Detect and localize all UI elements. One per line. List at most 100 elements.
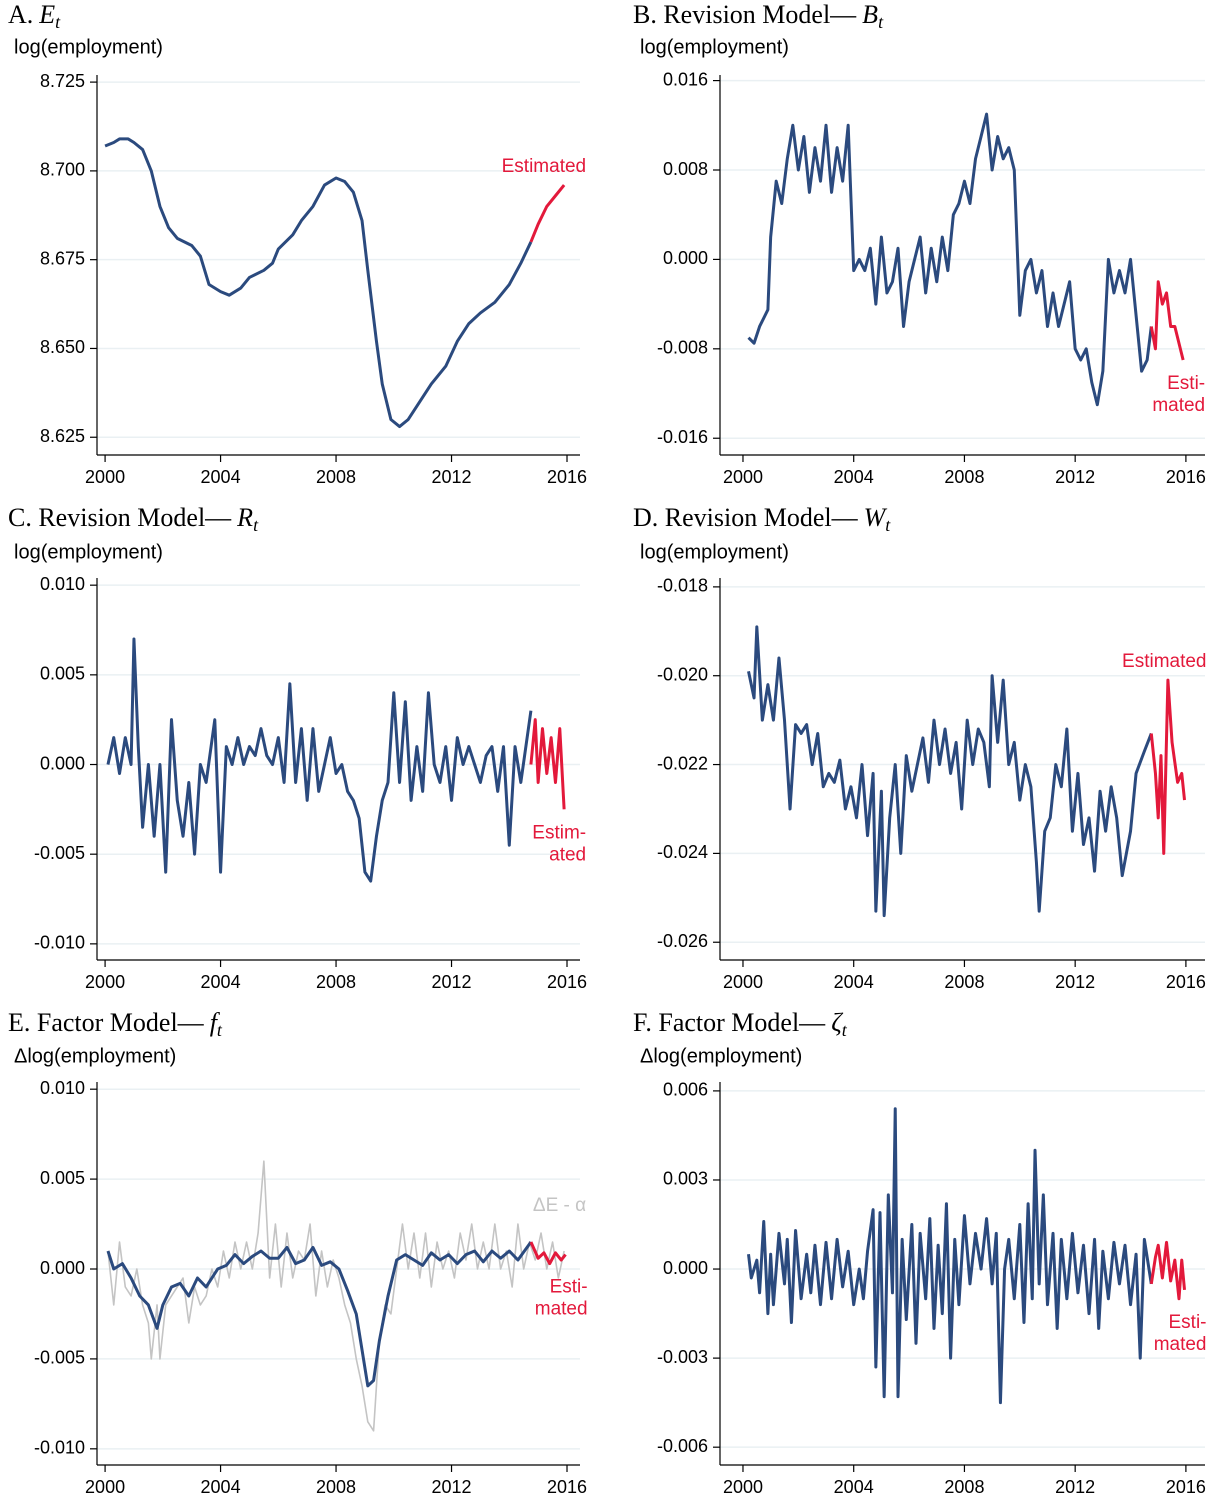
title-text: B. Revision Model—	[633, 0, 857, 29]
y-tick-label: 0.016	[663, 69, 708, 89]
x-tick-label: 2012	[432, 1477, 472, 1497]
series-label: Esti-	[1167, 373, 1205, 394]
y-axis-label: log(employment)	[640, 36, 789, 58]
x-tick-label: 2000	[723, 972, 763, 992]
y-axis-label: log(employment)	[14, 541, 163, 563]
title-symbol: B	[862, 0, 878, 29]
x-tick-label: 2000	[723, 467, 763, 487]
series-line	[529, 718, 566, 810]
series-line	[747, 625, 1153, 918]
series-line	[529, 184, 566, 243]
y-tick-label: 0.003	[663, 1169, 708, 1189]
x-tick-label: 2008	[316, 972, 356, 992]
y-tick-label: 0.008	[663, 159, 708, 179]
y-axis-label: log(employment)	[640, 541, 789, 563]
title-symbol: E	[38, 0, 55, 29]
series-line	[1149, 1240, 1187, 1301]
x-tick-label: 2008	[944, 467, 984, 487]
title-subscript: t	[55, 12, 61, 32]
y-axis-label: Δlog(employment)	[640, 1045, 802, 1067]
title-text: E. Factor Model—	[8, 1008, 205, 1037]
y-tick-label: -0.008	[657, 338, 708, 358]
series-label: Estimated	[502, 156, 586, 177]
title-text: C. Revision Model—	[8, 503, 232, 532]
series-label: Estimated	[1122, 651, 1206, 672]
title-subscript: t	[842, 1020, 848, 1040]
series-label: mated	[535, 1299, 588, 1320]
y-tick-label: -0.010	[34, 933, 85, 953]
panel-title: E. Factor Model— ft	[8, 1008, 223, 1040]
series-line	[747, 1107, 1153, 1405]
panel-title: C. Revision Model— Rt	[8, 503, 259, 535]
title-text: D. Revision Model—	[633, 503, 859, 532]
title-symbol: R	[236, 503, 253, 532]
x-tick-label: 2004	[834, 1477, 874, 1497]
y-tick-label: 0.000	[663, 1258, 708, 1278]
series-label: Estim-	[532, 822, 586, 843]
x-tick-label: 2008	[944, 1477, 984, 1497]
x-tick-label: 2012	[432, 972, 472, 992]
panel-title: F. Factor Model— ζt	[633, 1008, 848, 1040]
y-tick-label: 8.650	[40, 337, 85, 357]
x-tick-label: 2004	[201, 467, 241, 487]
y-tick-label: -0.024	[657, 842, 708, 862]
y-tick-label: 0.000	[40, 1258, 85, 1278]
y-tick-label: 0.005	[40, 664, 85, 684]
series-line	[104, 137, 533, 429]
y-tick-label: 0.000	[40, 753, 85, 773]
x-tick-label: 2012	[1055, 1477, 1095, 1497]
x-tick-label: 2016	[1166, 467, 1206, 487]
series-label: Esti-	[550, 1277, 588, 1298]
x-tick-label: 2016	[547, 1477, 587, 1497]
series-label: mated	[1154, 1334, 1207, 1355]
x-tick-label: 2008	[316, 467, 356, 487]
x-tick-label: 2000	[723, 1477, 763, 1497]
y-tick-label: -0.026	[657, 931, 708, 951]
x-tick-label: 2012	[1055, 467, 1095, 487]
y-tick-label: 0.010	[40, 1078, 85, 1098]
y-tick-label: -0.016	[657, 427, 708, 447]
series-line	[106, 637, 533, 883]
panel-title: D. Revision Model— Wt	[633, 503, 891, 535]
x-tick-label: 2008	[316, 1477, 356, 1497]
x-tick-label: 2008	[944, 972, 984, 992]
title-subscript: t	[885, 515, 891, 535]
y-tick-label: -0.020	[657, 664, 708, 684]
title-text: F. Factor Model—	[633, 1008, 826, 1037]
x-tick-label: 2004	[834, 467, 874, 487]
x-tick-label: 2000	[85, 972, 125, 992]
x-tick-label: 2016	[547, 972, 587, 992]
series-label: ated	[549, 844, 586, 865]
panel-title: B. Revision Model— Bt	[633, 0, 884, 32]
series-line	[747, 112, 1153, 407]
y-axis-label: log(employment)	[14, 36, 163, 58]
series-label: Esti-	[1169, 1312, 1207, 1333]
series-line	[106, 1241, 533, 1388]
y-tick-label: -0.005	[34, 843, 85, 863]
x-tick-label: 2012	[432, 467, 472, 487]
y-tick-label: -0.022	[657, 753, 708, 773]
title-subscript: t	[878, 12, 884, 32]
y-tick-label: 0.006	[663, 1080, 708, 1100]
y-tick-label: 8.625	[40, 426, 85, 446]
y-tick-label: 0.010	[40, 574, 85, 594]
title-symbol: W	[864, 503, 888, 532]
x-tick-label: 2016	[547, 467, 587, 487]
x-tick-label: 2004	[201, 972, 241, 992]
y-tick-label: -0.010	[34, 1438, 85, 1458]
y-tick-label: 0.005	[40, 1168, 85, 1188]
y-tick-label: 0.000	[663, 248, 708, 268]
x-tick-label: 2004	[201, 1477, 241, 1497]
title-symbol: f	[210, 1008, 221, 1037]
x-tick-label: 2004	[834, 972, 874, 992]
y-tick-label: -0.006	[657, 1436, 708, 1456]
y-tick-label: -0.018	[657, 576, 708, 596]
series-line	[1149, 280, 1185, 361]
x-tick-label: 2000	[85, 1477, 125, 1497]
y-tick-label: 8.725	[40, 71, 85, 91]
title-symbol: ζ	[831, 1008, 843, 1037]
series-label: ΔE - α	[533, 1195, 586, 1216]
y-axis-label: Δlog(employment)	[14, 1045, 176, 1067]
